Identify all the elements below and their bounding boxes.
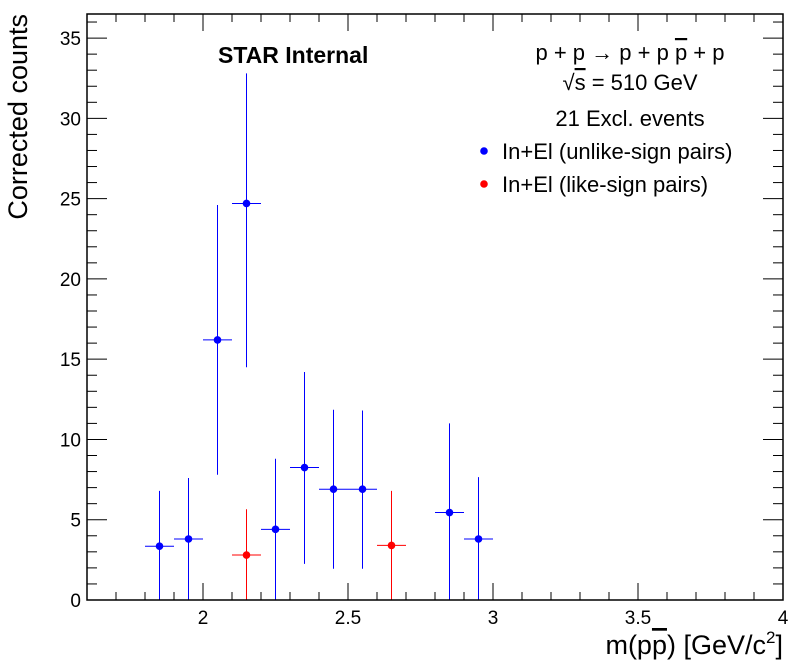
plot-frame [86,13,784,601]
y-tick-label: 35 [60,29,81,50]
point-marker [242,551,251,559]
point-marker [271,525,280,534]
legend: In+El (unlike-sign pairs) In+El (like-si… [480,139,732,197]
point-marker [184,535,193,543]
data-point [435,423,464,600]
point-marker [300,463,309,472]
y-tick-label: 0 [70,591,81,612]
x-tick-label: 2.5 [335,608,361,629]
y-tick-label: 5 [70,511,81,532]
data-point [377,490,406,600]
data-point [174,477,203,600]
x-tick-label: 3 [488,608,499,629]
data-point [319,409,348,569]
x-tick-label: 2 [198,608,209,629]
x-axis-label-bar: p [652,630,667,660]
data-point [348,410,377,569]
point-marker [155,542,164,551]
point-marker [358,485,367,494]
x-axis-label: m(pp) [GeV/c2] [605,628,783,660]
point-marker [445,508,454,517]
tick-labels: 2 2.5 3 3.5 4 0 5 10 15 20 25 30 35 [60,29,789,629]
point-marker [329,485,338,494]
y-tick-label: 15 [60,350,81,371]
y-tick-label: 30 [60,109,81,130]
data-point [290,372,319,564]
reaction-bar: p [675,40,687,65]
energy-label: √s = 510 GeV [563,70,698,95]
events-label: 21 Excl. events [555,106,704,131]
data-point [232,73,261,368]
axis-ticks [86,14,784,601]
legend-label-like: In+El (like-sign pairs) [502,172,708,197]
y-tick-label: 10 [60,430,81,451]
legend-label-unlike: In+El (unlike-sign pairs) [502,139,732,164]
data-point [232,509,261,600]
legend-marker-like [480,180,488,188]
point-marker [474,535,483,543]
point-marker [387,541,396,550]
data-markers [145,73,493,600]
y-axis-label: Corrected counts [3,14,33,220]
data-point [203,205,232,475]
y-tick-label: 20 [60,270,81,291]
data-point [464,477,493,600]
reaction-label: p + p → p + p p + p [536,40,725,65]
x-tick-label: 4 [778,608,789,629]
data-point [145,490,174,600]
y-tick-label: 25 [60,190,81,211]
data-point [261,458,290,600]
watermark: STAR Internal [218,42,368,68]
point-marker [242,199,251,208]
point-marker [213,336,222,344]
legend-marker-unlike [480,147,488,155]
x-tick-label: 3.5 [625,608,651,629]
